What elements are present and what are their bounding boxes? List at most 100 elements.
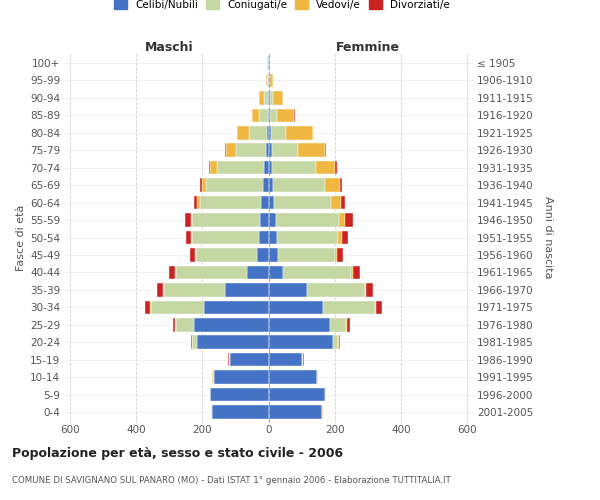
Bar [307,283,365,296]
Bar [212,405,269,419]
Bar [341,196,345,209]
Bar [157,283,163,296]
Bar [376,300,382,314]
Bar [269,230,277,244]
Bar [267,126,269,140]
Bar [176,266,247,279]
Bar [346,213,353,227]
Bar [269,266,283,279]
Bar [302,353,304,366]
Bar [248,126,267,140]
Bar [331,196,341,209]
Bar [196,248,257,262]
Bar [192,336,197,349]
Bar [175,266,176,279]
Bar [202,178,206,192]
Bar [185,213,191,227]
Bar [267,56,268,70]
Text: Femmine: Femmine [336,41,400,54]
Bar [335,161,337,174]
Bar [339,336,340,349]
Bar [259,91,264,104]
Bar [335,248,337,262]
Bar [264,91,268,104]
Bar [263,178,269,192]
Bar [269,405,322,419]
Bar [286,126,313,140]
Bar [325,388,326,402]
Bar [270,91,274,104]
Bar [269,248,278,262]
Bar [269,196,274,209]
Bar [339,213,346,227]
Bar [269,126,271,140]
Bar [186,230,191,244]
Bar [214,370,269,384]
Bar [352,266,353,279]
Bar [277,230,338,244]
Bar [269,336,333,349]
Bar [269,300,323,314]
Bar [269,144,272,157]
Bar [347,318,350,332]
Bar [191,213,192,227]
Bar [294,108,295,122]
Bar [342,230,348,244]
Bar [269,161,272,174]
Text: Maschi: Maschi [145,41,193,54]
Bar [269,213,276,227]
Bar [270,74,274,87]
Bar [211,388,269,402]
Bar [261,196,269,209]
Text: COMUNE DI SAVIGNANO SUL PANARO (MO) - Dati ISTAT 1° gennaio 2006 - Elaborazione : COMUNE DI SAVIGNANO SUL PANARO (MO) - Da… [12,476,451,485]
Bar [277,108,294,122]
Bar [236,144,266,157]
Bar [269,283,307,296]
Bar [151,300,204,314]
Bar [164,283,226,296]
Bar [323,300,374,314]
Bar [270,108,277,122]
Bar [209,161,211,174]
Bar [263,161,269,174]
Bar [252,108,259,122]
Bar [316,161,335,174]
Bar [194,248,196,262]
Bar [269,56,270,70]
Bar [173,318,175,332]
Bar [212,370,213,384]
Bar [353,266,361,279]
Bar [194,318,269,332]
Y-axis label: Fasce di età: Fasce di età [16,204,26,270]
Bar [190,248,194,262]
Bar [274,196,331,209]
Bar [338,230,342,244]
Bar [211,405,212,419]
Bar [366,283,373,296]
Bar [346,318,347,332]
Bar [276,213,339,227]
Bar [266,144,269,157]
Bar [330,318,346,332]
Bar [268,91,269,104]
Bar [237,126,248,140]
Bar [340,178,343,192]
Bar [197,336,269,349]
Bar [269,353,302,366]
Bar [204,300,269,314]
Bar [200,196,261,209]
Bar [269,318,330,332]
Bar [270,56,271,70]
Bar [325,178,340,192]
Bar [259,108,268,122]
Bar [338,336,339,349]
Bar [211,161,217,174]
Bar [374,300,376,314]
Bar [283,266,352,279]
Bar [271,126,286,140]
Bar [230,353,269,366]
Bar [247,266,269,279]
Bar [217,161,263,174]
Legend: Celibi/Nubili, Coniugati/e, Vedovi/e, Divorziati/e: Celibi/Nubili, Coniugati/e, Vedovi/e, Di… [114,0,450,10]
Bar [269,178,274,192]
